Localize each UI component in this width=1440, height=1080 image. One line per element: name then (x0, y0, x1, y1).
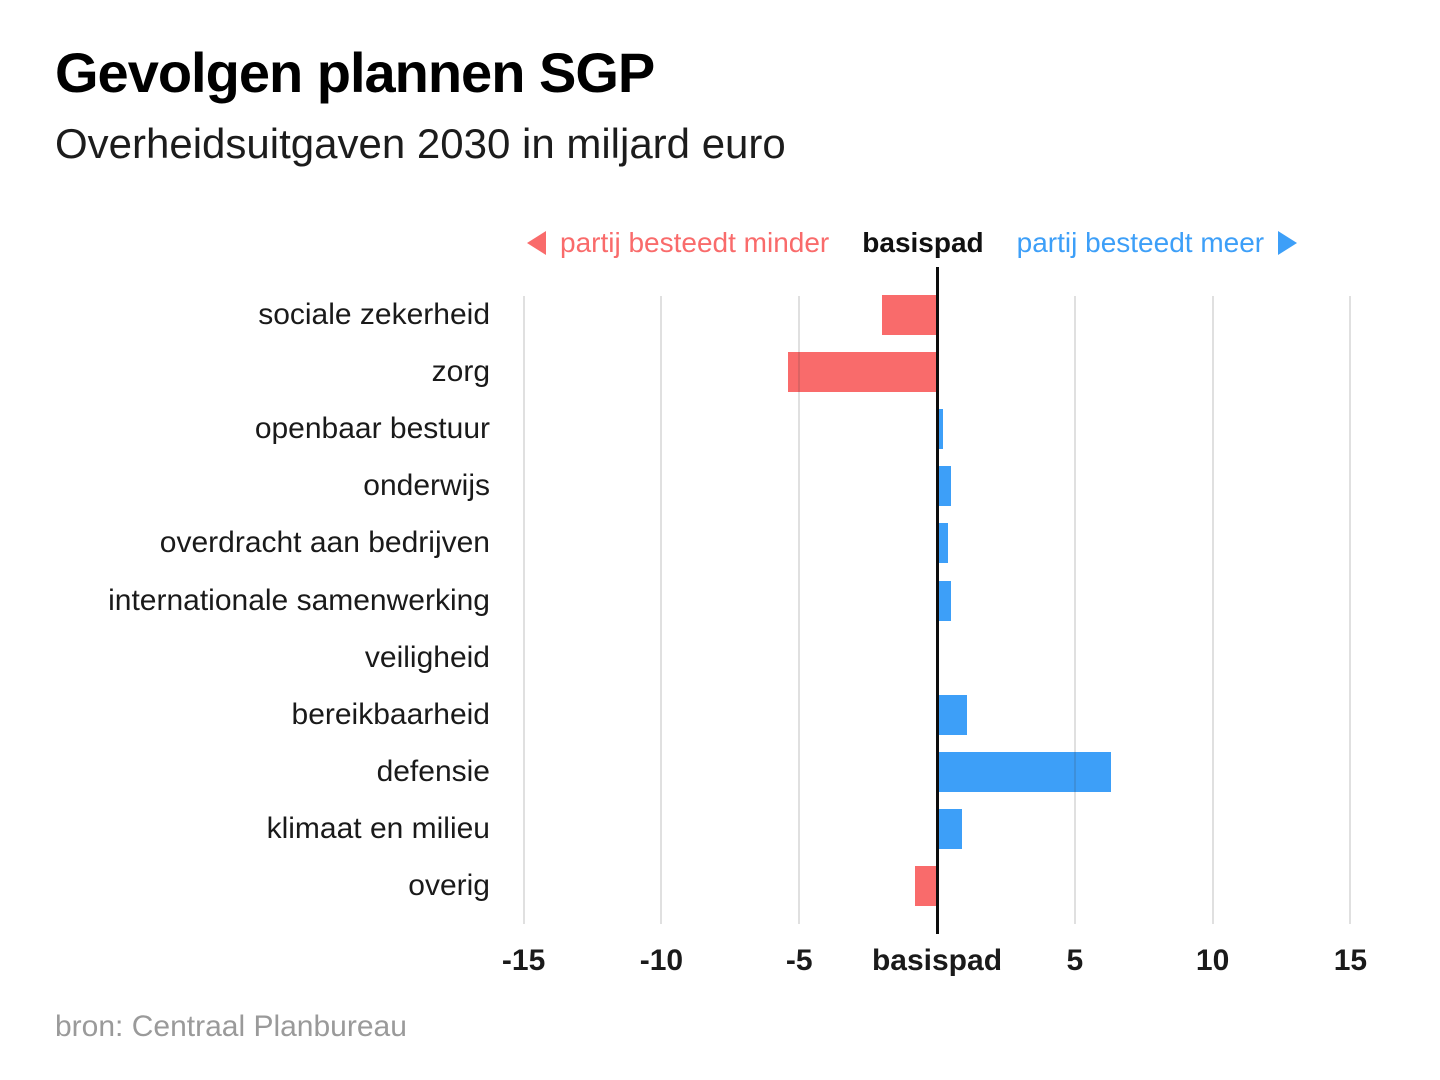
gridline--15 (522, 296, 525, 924)
page-subtitle: Overheidsuitgaven 2030 in miljard euro (55, 120, 786, 167)
category-label-zorg: zorg (431, 355, 490, 389)
gridline-15 (1349, 296, 1352, 924)
legend: partij besteedt minder basispad partij b… (527, 224, 1298, 262)
legend-more: partij besteedt meer (1016, 227, 1298, 259)
bar-overig (914, 866, 937, 906)
x-tick-label--15: -15 (501, 944, 546, 977)
bar-sociale-zekerheid (881, 295, 937, 335)
x-tick-label-15: 15 (1333, 944, 1368, 977)
bar-klimaat-en-milieu (937, 808, 962, 849)
bar-onderwijs (937, 466, 951, 507)
x-tick-label--10: -10 (639, 944, 684, 977)
x-tick-label-5: 5 (1066, 944, 1084, 977)
category-label-sociale-zekerheid: sociale zekerheid (258, 298, 490, 331)
gridline--5 (798, 296, 801, 924)
page-title: Gevolgen plannen SGP (55, 41, 655, 104)
category-label-bereikbaarheid: bereikbaarheid (291, 697, 490, 731)
legend-base-label: basispad (862, 227, 984, 258)
legend-more-label: partij besteedt meer (1016, 227, 1265, 258)
category-label-openbaar-bestuur: openbaar bestuur (254, 412, 490, 446)
bar-overdracht-aan-bedrijven (937, 523, 949, 564)
category-label-overig: overig (408, 869, 490, 902)
bar-zorg (788, 352, 937, 393)
legend-less: partij besteedt minder (527, 227, 829, 259)
category-label-defensie: defensie (376, 754, 490, 788)
bar-bereikbaarheid (937, 694, 968, 735)
arrow-right-icon (1278, 231, 1298, 255)
bar-openbaar-bestuur (937, 409, 943, 450)
baseline (935, 267, 939, 934)
arrow-left-icon (527, 231, 546, 255)
bar-defensie (937, 751, 1111, 792)
gridline-10 (1211, 296, 1214, 924)
bar-internationale-samenwerking (937, 580, 951, 621)
x-tick-label--5: -5 (785, 944, 813, 977)
category-label-onderwijs: onderwijs (363, 469, 490, 503)
category-label-overdracht-aan-bedrijven: overdracht aan bedrijven (159, 526, 490, 560)
source-label: bron: Centraal Planbureau (55, 1010, 407, 1043)
gridline-5 (1073, 296, 1076, 924)
category-label-klimaat-en-milieu: klimaat en milieu (266, 811, 490, 845)
category-label-internationale-samenwerking: internationale samenwerking (108, 583, 490, 617)
legend-less-label: partij besteedt minder (560, 227, 830, 258)
gridline--10 (660, 296, 663, 924)
category-label-veiligheid: veiligheid (364, 640, 490, 674)
x-tick-label-10: 10 (1195, 944, 1230, 977)
x-tick-label-basispad: basispad (871, 944, 1003, 977)
